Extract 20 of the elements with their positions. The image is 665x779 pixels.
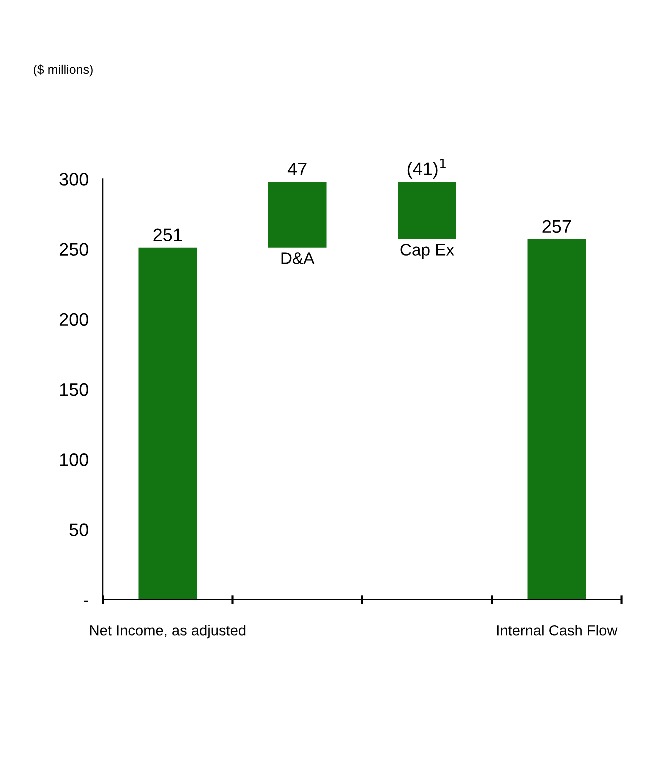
x-tick-label: Cap Ex <box>400 244 454 260</box>
text: ($ millions) <box>34 64 93 77</box>
x-tick-label: Internal Cash Flow <box>498 625 618 636</box>
bar <box>138 248 198 600</box>
x-tick-label: Net Income, as adjusted <box>90 625 246 639</box>
y-tick-label: 150 <box>60 383 88 396</box>
y-tick-label: 300 <box>60 173 88 186</box>
data-label: 47 <box>288 163 307 176</box>
bar <box>528 239 586 600</box>
y-tick-label: 250 <box>60 243 88 256</box>
data-label: 257 <box>542 220 572 234</box>
bar <box>268 182 327 248</box>
y-tick-label: 50 <box>70 524 88 536</box>
x-tick-label: D&A <box>282 252 315 264</box>
data-label: 251 <box>154 228 182 242</box>
y-tick-label: - <box>84 600 88 602</box>
data-label: (41)$^{1}$ <box>408 159 446 179</box>
y-tick-label: 100 <box>60 454 88 466</box>
bar <box>398 182 456 240</box>
y-tick-label: 200 <box>60 313 88 326</box>
